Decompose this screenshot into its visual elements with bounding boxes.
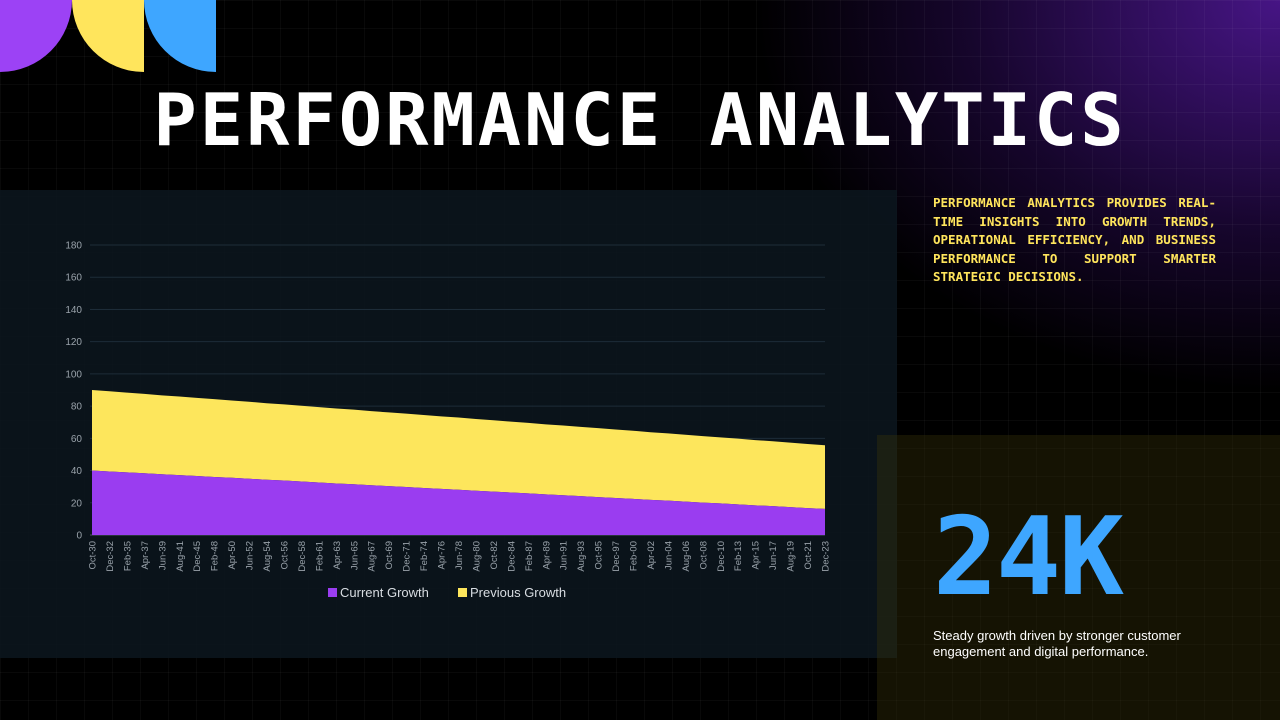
chart-panel: 0 20 40 60 80 100 120 140 160 180 Oct-30 Dec-32 Feb-… bbox=[0, 190, 897, 658]
x-tick-label: Feb-74 bbox=[419, 541, 430, 571]
series-area-current-growth bbox=[92, 470, 825, 535]
y-tick-label: 180 bbox=[65, 241, 82, 252]
x-tick-label: Aug-67 bbox=[367, 541, 378, 572]
x-tick-label: Aug-80 bbox=[471, 541, 482, 572]
x-tick-label: Apr-76 bbox=[437, 541, 448, 570]
y-tick-label: 0 bbox=[76, 531, 82, 542]
x-tick-label: Feb-35 bbox=[122, 541, 133, 571]
x-tick-label: Jun-52 bbox=[245, 541, 256, 570]
x-tick-label: Dec-71 bbox=[402, 541, 413, 572]
x-tick-label: Oct-56 bbox=[279, 541, 290, 570]
x-tick-label: Oct-69 bbox=[384, 541, 395, 570]
stat-caption: Steady growth driven by stronger custome… bbox=[933, 628, 1181, 659]
x-tick-label: Dec-58 bbox=[297, 541, 308, 572]
y-tick-label: 100 bbox=[65, 369, 82, 380]
stat-value: 24K bbox=[933, 495, 1124, 620]
x-tick-label: Jun-39 bbox=[157, 541, 168, 570]
x-tick-label: Apr-37 bbox=[140, 541, 151, 570]
x-tick-label: Oct-21 bbox=[803, 541, 814, 570]
x-tick-label: Oct-30 bbox=[88, 541, 99, 570]
x-tick-label: Dec-84 bbox=[506, 541, 517, 572]
x-tick-label: Oct-08 bbox=[698, 541, 709, 570]
x-tick-label: Feb-00 bbox=[629, 541, 640, 571]
x-tick-label: Jun-17 bbox=[768, 541, 779, 570]
growth-area-chart: 0 20 40 60 80 100 120 140 160 180 Oct-30 Dec-32 Feb-… bbox=[65, 241, 832, 601]
x-tick-label: Feb-13 bbox=[733, 541, 744, 571]
page-title: PERFORMANCE ANALYTICS bbox=[153, 78, 1127, 162]
x-tick-label: Feb-87 bbox=[524, 541, 535, 571]
x-tick-label: Apr-15 bbox=[751, 541, 762, 570]
y-tick-label: 120 bbox=[65, 337, 82, 348]
x-tick-label: Jun-65 bbox=[349, 541, 360, 570]
x-tick-label: Dec-32 bbox=[105, 541, 116, 572]
legend-label: Current Growth bbox=[340, 585, 429, 600]
x-tick-label: Jun-91 bbox=[559, 541, 570, 570]
x-tick-label: Dec-45 bbox=[192, 541, 203, 572]
x-tick-label: Apr-89 bbox=[541, 541, 552, 570]
x-tick-label: Jun-04 bbox=[663, 541, 674, 570]
x-tick-label: Feb-48 bbox=[210, 541, 221, 571]
stat-panel bbox=[877, 435, 1280, 720]
x-tick-label: Dec-10 bbox=[716, 541, 727, 572]
y-tick-label: 160 bbox=[65, 273, 82, 284]
x-tick-label: Aug-54 bbox=[262, 541, 273, 572]
x-tick-label: Apr-63 bbox=[332, 541, 343, 570]
y-tick-label: 60 bbox=[71, 434, 83, 445]
x-tick-label: Dec-97 bbox=[611, 541, 622, 572]
x-tick-label: Aug-93 bbox=[576, 541, 587, 572]
series-area-previous-growth bbox=[92, 390, 825, 509]
x-tick-label: Feb-61 bbox=[314, 541, 325, 571]
y-tick-label: 140 bbox=[65, 305, 82, 316]
y-tick-label: 40 bbox=[71, 466, 83, 477]
legend-swatch bbox=[458, 588, 467, 597]
x-tick-label: Oct-95 bbox=[594, 541, 605, 570]
x-tick-label: Aug-41 bbox=[175, 541, 186, 572]
x-tick-label: Oct-82 bbox=[489, 541, 500, 570]
x-tick-label: Dec-23 bbox=[821, 541, 832, 572]
y-tick-label: 20 bbox=[71, 498, 83, 509]
x-tick-label: Aug-19 bbox=[786, 541, 797, 572]
legend-swatch bbox=[328, 588, 337, 597]
y-tick-label: 80 bbox=[71, 402, 83, 413]
description-text: PERFORMANCE ANALYTICS PROVIDES REAL-TIME… bbox=[933, 195, 1216, 285]
x-tick-label: Apr-50 bbox=[227, 541, 238, 570]
x-tick-label: Apr-02 bbox=[646, 541, 657, 570]
legend-label: Previous Growth bbox=[470, 585, 566, 600]
x-tick-label: Jun-78 bbox=[454, 541, 465, 570]
x-tick-label: Aug-06 bbox=[681, 541, 692, 572]
